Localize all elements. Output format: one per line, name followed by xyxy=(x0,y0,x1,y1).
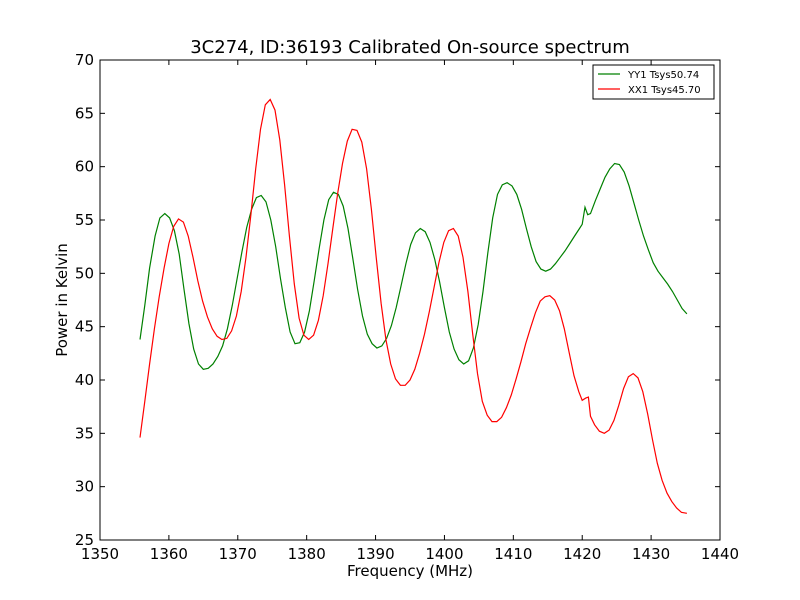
y-tick-label: 70 xyxy=(75,51,94,69)
x-tick-label: 1380 xyxy=(288,545,326,563)
ticks-layer: 1350 1360 1370 1380 1390 1400 1410 1420 1430 1440… xyxy=(75,51,739,563)
series-layer xyxy=(139,98,688,514)
legend-box xyxy=(592,64,715,100)
y-tick-label: 55 xyxy=(75,211,94,229)
x-tick-label: 1410 xyxy=(494,545,532,563)
legend-label-1: YY1 Tsys50.74 xyxy=(627,70,699,81)
chart-title: 3C274, ID:36193 Calibrated On-source spe… xyxy=(190,37,630,58)
x-tick-label: 1440 xyxy=(701,545,739,563)
legend: YY1 Tsys50.74 XX1 Tsys45.70 xyxy=(592,64,715,100)
y-tick-label: 65 xyxy=(75,104,94,122)
series-line-2 xyxy=(139,98,688,514)
x-tick-label: 1370 xyxy=(219,545,257,563)
plot-frame xyxy=(99,59,721,541)
y-tick-label: 50 xyxy=(75,264,94,282)
x-tick-label: 1430 xyxy=(632,545,670,563)
x-axis-label: Frequency (MHz) xyxy=(347,562,473,580)
x-tick-label: 1400 xyxy=(425,545,463,563)
y-tick-label: 25 xyxy=(75,531,94,549)
y-tick-label: 60 xyxy=(75,158,94,176)
x-tick-label: 1390 xyxy=(356,545,394,563)
y-axis-label: Power in Kelvin xyxy=(53,243,71,357)
y-tick-label: 45 xyxy=(75,318,94,336)
y-tick-label: 40 xyxy=(75,371,94,389)
y-tick-label: 30 xyxy=(75,478,94,496)
x-tick-label: 1420 xyxy=(563,545,601,563)
legend-label-2: XX1 Tsys45.70 xyxy=(628,85,701,96)
series-line-1 xyxy=(139,162,688,370)
x-tick-label: 1360 xyxy=(150,545,188,563)
x-tick-label: 1350 xyxy=(81,545,119,563)
y-tick-label: 35 xyxy=(75,424,94,442)
